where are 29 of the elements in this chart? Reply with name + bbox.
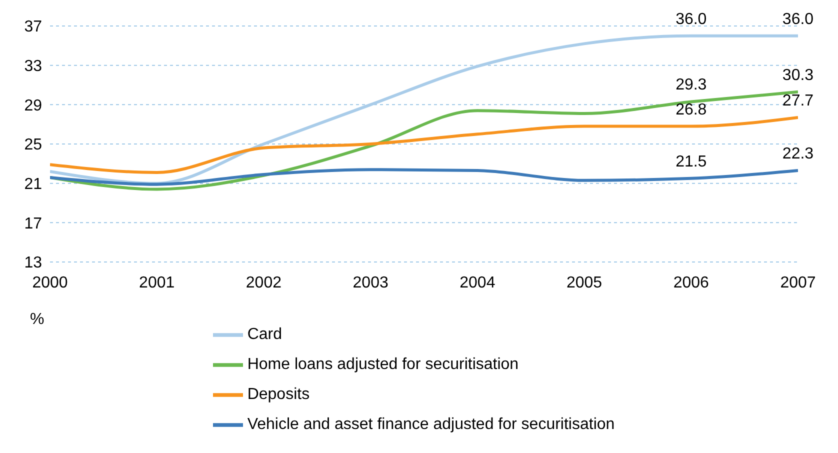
y-tick-label: 17 (24, 215, 42, 232)
data-label: 36.0 (676, 10, 707, 28)
x-tick-label: 2002 (246, 274, 282, 292)
y-tick-label: 37 (24, 18, 42, 36)
data-label: 30.3 (782, 66, 814, 84)
legend-label: Vehicle and asset finance adjusted for securitisation (247, 416, 615, 434)
x-tick-label: 2004 (460, 274, 496, 292)
x-tick-label: 2000 (32, 274, 68, 292)
data-label: 27.7 (782, 92, 814, 110)
x-tick-label: 2005 (566, 274, 602, 292)
data-label: 22.3 (782, 146, 814, 163)
y-tick-label: 29 (24, 97, 42, 114)
data-label: 36.0 (782, 10, 814, 28)
data-label: 29.3 (676, 76, 707, 94)
y-tick-label: 21 (24, 176, 42, 194)
legend-label: Home loans adjusted for securitisation (247, 356, 519, 374)
x-tick-label: 2001 (139, 274, 175, 292)
line-series (50, 168, 798, 186)
x-tick-label: 2003 (352, 274, 388, 292)
y-axis-title: % (30, 311, 44, 328)
data-label: 26.8 (676, 101, 707, 118)
legend-label: Deposits (247, 386, 310, 404)
y-tick-label: 13 (24, 254, 42, 272)
legend-label: Card (247, 326, 282, 344)
x-tick-label: 2006 (673, 274, 710, 292)
data-label: 21.5 (676, 153, 707, 170)
y-tick-label: 33 (24, 58, 42, 76)
y-tick-label: 25 (24, 136, 42, 154)
x-tick-label: 2007 (780, 274, 816, 292)
